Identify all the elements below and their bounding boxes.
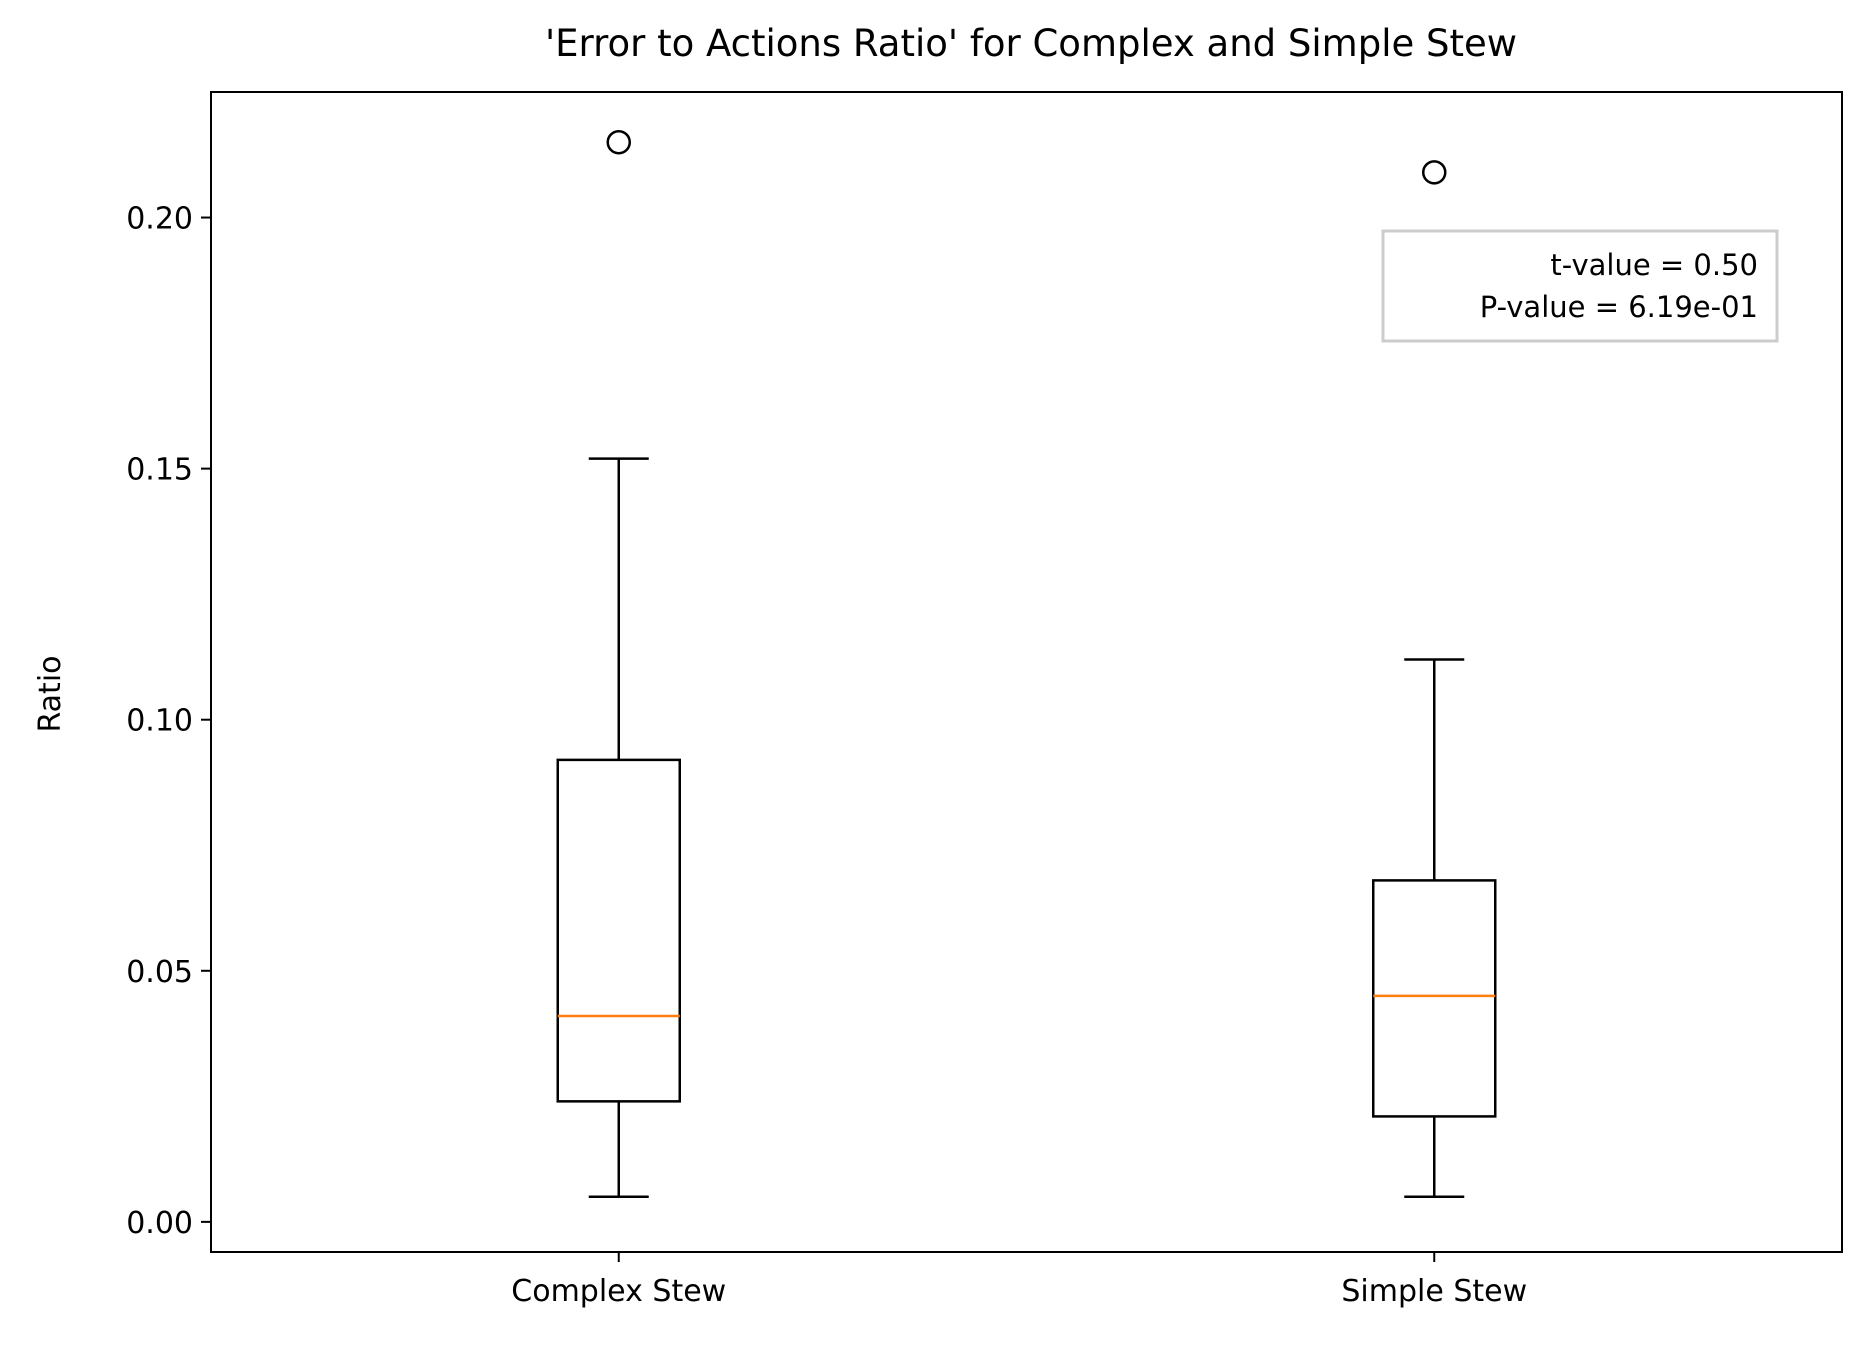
- y-tick-label: 0.15: [126, 453, 193, 488]
- box-group: [1372, 160, 1497, 1199]
- box-group: [556, 129, 681, 1199]
- x-axis: Complex Stew Simple Stew: [511, 1252, 1527, 1309]
- annotation-border: [1381, 229, 1779, 343]
- plot-area-frame: [210, 91, 1843, 1253]
- annotation-p-value: P-value = 6.19e-01: [1480, 290, 1758, 324]
- chart-title: 'Error to Actions Ratio' for Complex and…: [545, 22, 1517, 65]
- y-tick-label: 0.10: [126, 704, 193, 739]
- annotation-t-value: t-value = 0.50: [1550, 248, 1758, 282]
- statistics-annotation: t-value = 0.50 P-value = 6.19e-01: [1381, 229, 1779, 343]
- interquartile-box: [1372, 879, 1497, 1118]
- outlier-point: [1422, 160, 1447, 185]
- outlier-point: [606, 129, 631, 155]
- y-axis: 0.00 0.05 0.10 0.15 0.20: [126, 202, 211, 1241]
- y-axis-label: Ratio: [33, 655, 68, 732]
- x-tick-label: Complex Stew: [511, 1274, 726, 1309]
- y-tick-label: 0.20: [126, 202, 193, 237]
- interquartile-box: [556, 758, 681, 1103]
- boxes-layer: [556, 129, 1497, 1199]
- y-tick-label: 0.05: [126, 955, 193, 990]
- y-tick-label: 0.00: [126, 1206, 193, 1241]
- x-tick-label: Simple Stew: [1341, 1274, 1527, 1309]
